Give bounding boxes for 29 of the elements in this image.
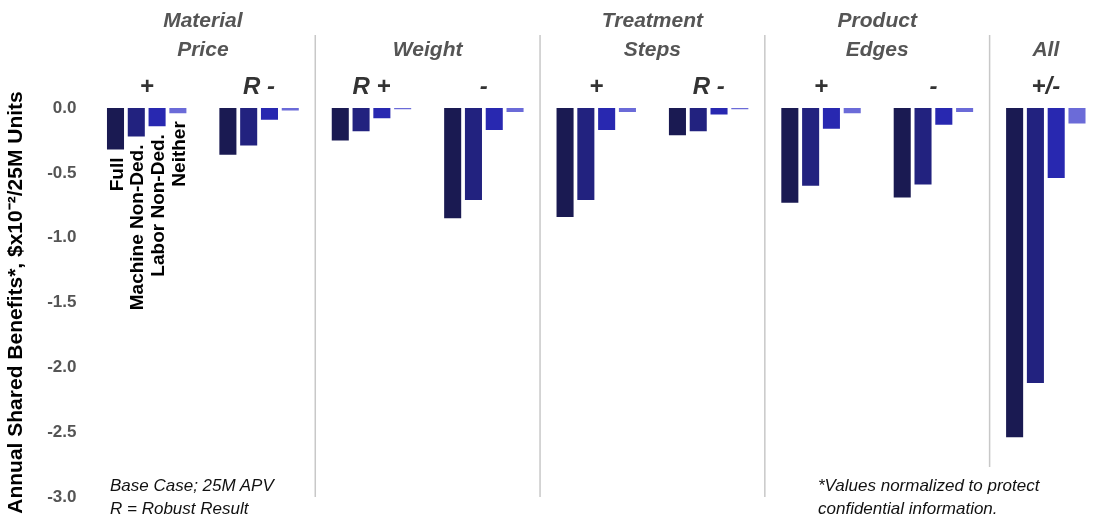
x-tick-label: R - — [243, 72, 276, 100]
x-tick-label: - — [929, 72, 938, 100]
annotation: Base Case; 25M APV — [110, 476, 276, 495]
text: Machine Non-Ded. — [126, 144, 148, 311]
y-tick-label: 0.0 — [52, 97, 77, 117]
text: Neither — [167, 120, 189, 187]
y-tick-label: -1.0 — [47, 227, 77, 247]
text: Labor Non-Ded. — [147, 134, 169, 277]
x-tick-label: + — [814, 72, 829, 100]
text: Treatment Steps — [601, 8, 705, 60]
text: Material Price — [163, 8, 244, 60]
text: Weight — [392, 37, 464, 60]
x-tick-label: +/- — [1031, 72, 1061, 100]
y-tick-label: -3.0 — [47, 486, 77, 506]
y-tick-label: -0.5 — [47, 162, 77, 182]
text: Full — [105, 157, 127, 192]
y-tick-label: -2.5 — [47, 421, 77, 441]
x-tick-label: R + — [352, 72, 391, 100]
y-axis-title: Annual Shared Benefits*, $x10⁻²/25M Units — [3, 91, 27, 514]
y-tick-label: -1.5 — [47, 292, 77, 312]
text: Product Edges — [837, 8, 918, 60]
x-tick-label: + — [589, 72, 604, 100]
x-tick-label: R - — [692, 72, 725, 100]
text: R = Robust Result — [110, 499, 250, 518]
text: All — [1031, 37, 1061, 60]
x-tick-label: - — [479, 72, 488, 100]
x-tick-label: + — [139, 72, 154, 100]
y-tick-label: -2.0 — [47, 357, 77, 377]
annotation: *Values normalized to protect confidential information. — [818, 476, 1041, 518]
